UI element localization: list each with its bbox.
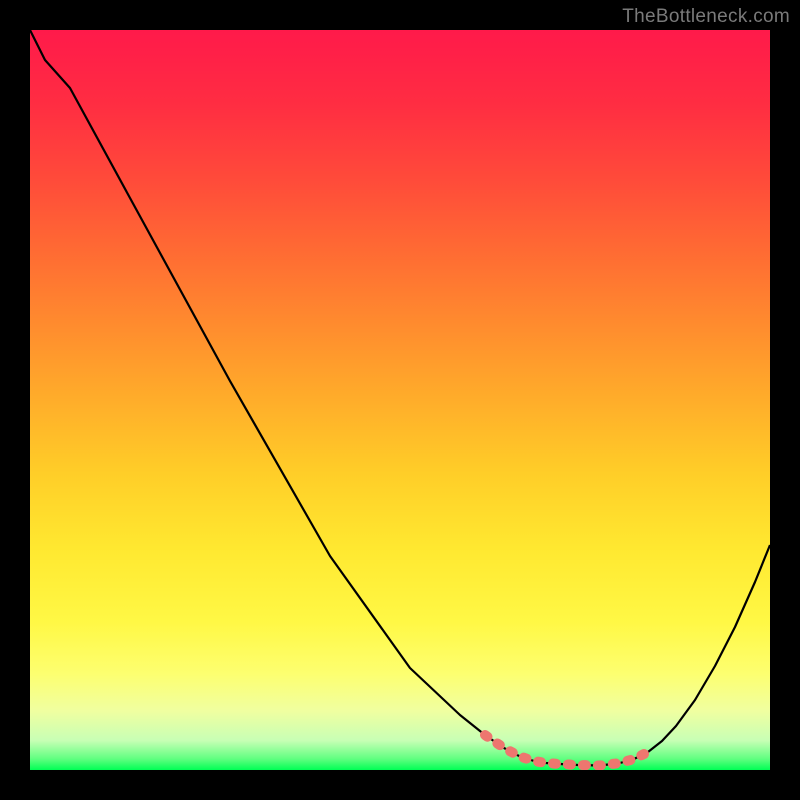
main-curve [30, 30, 770, 766]
watermark-text: TheBottleneck.com [622, 6, 790, 28]
curve-layer [30, 30, 770, 770]
highlight-segment [485, 735, 648, 766]
plot-area [30, 30, 770, 770]
